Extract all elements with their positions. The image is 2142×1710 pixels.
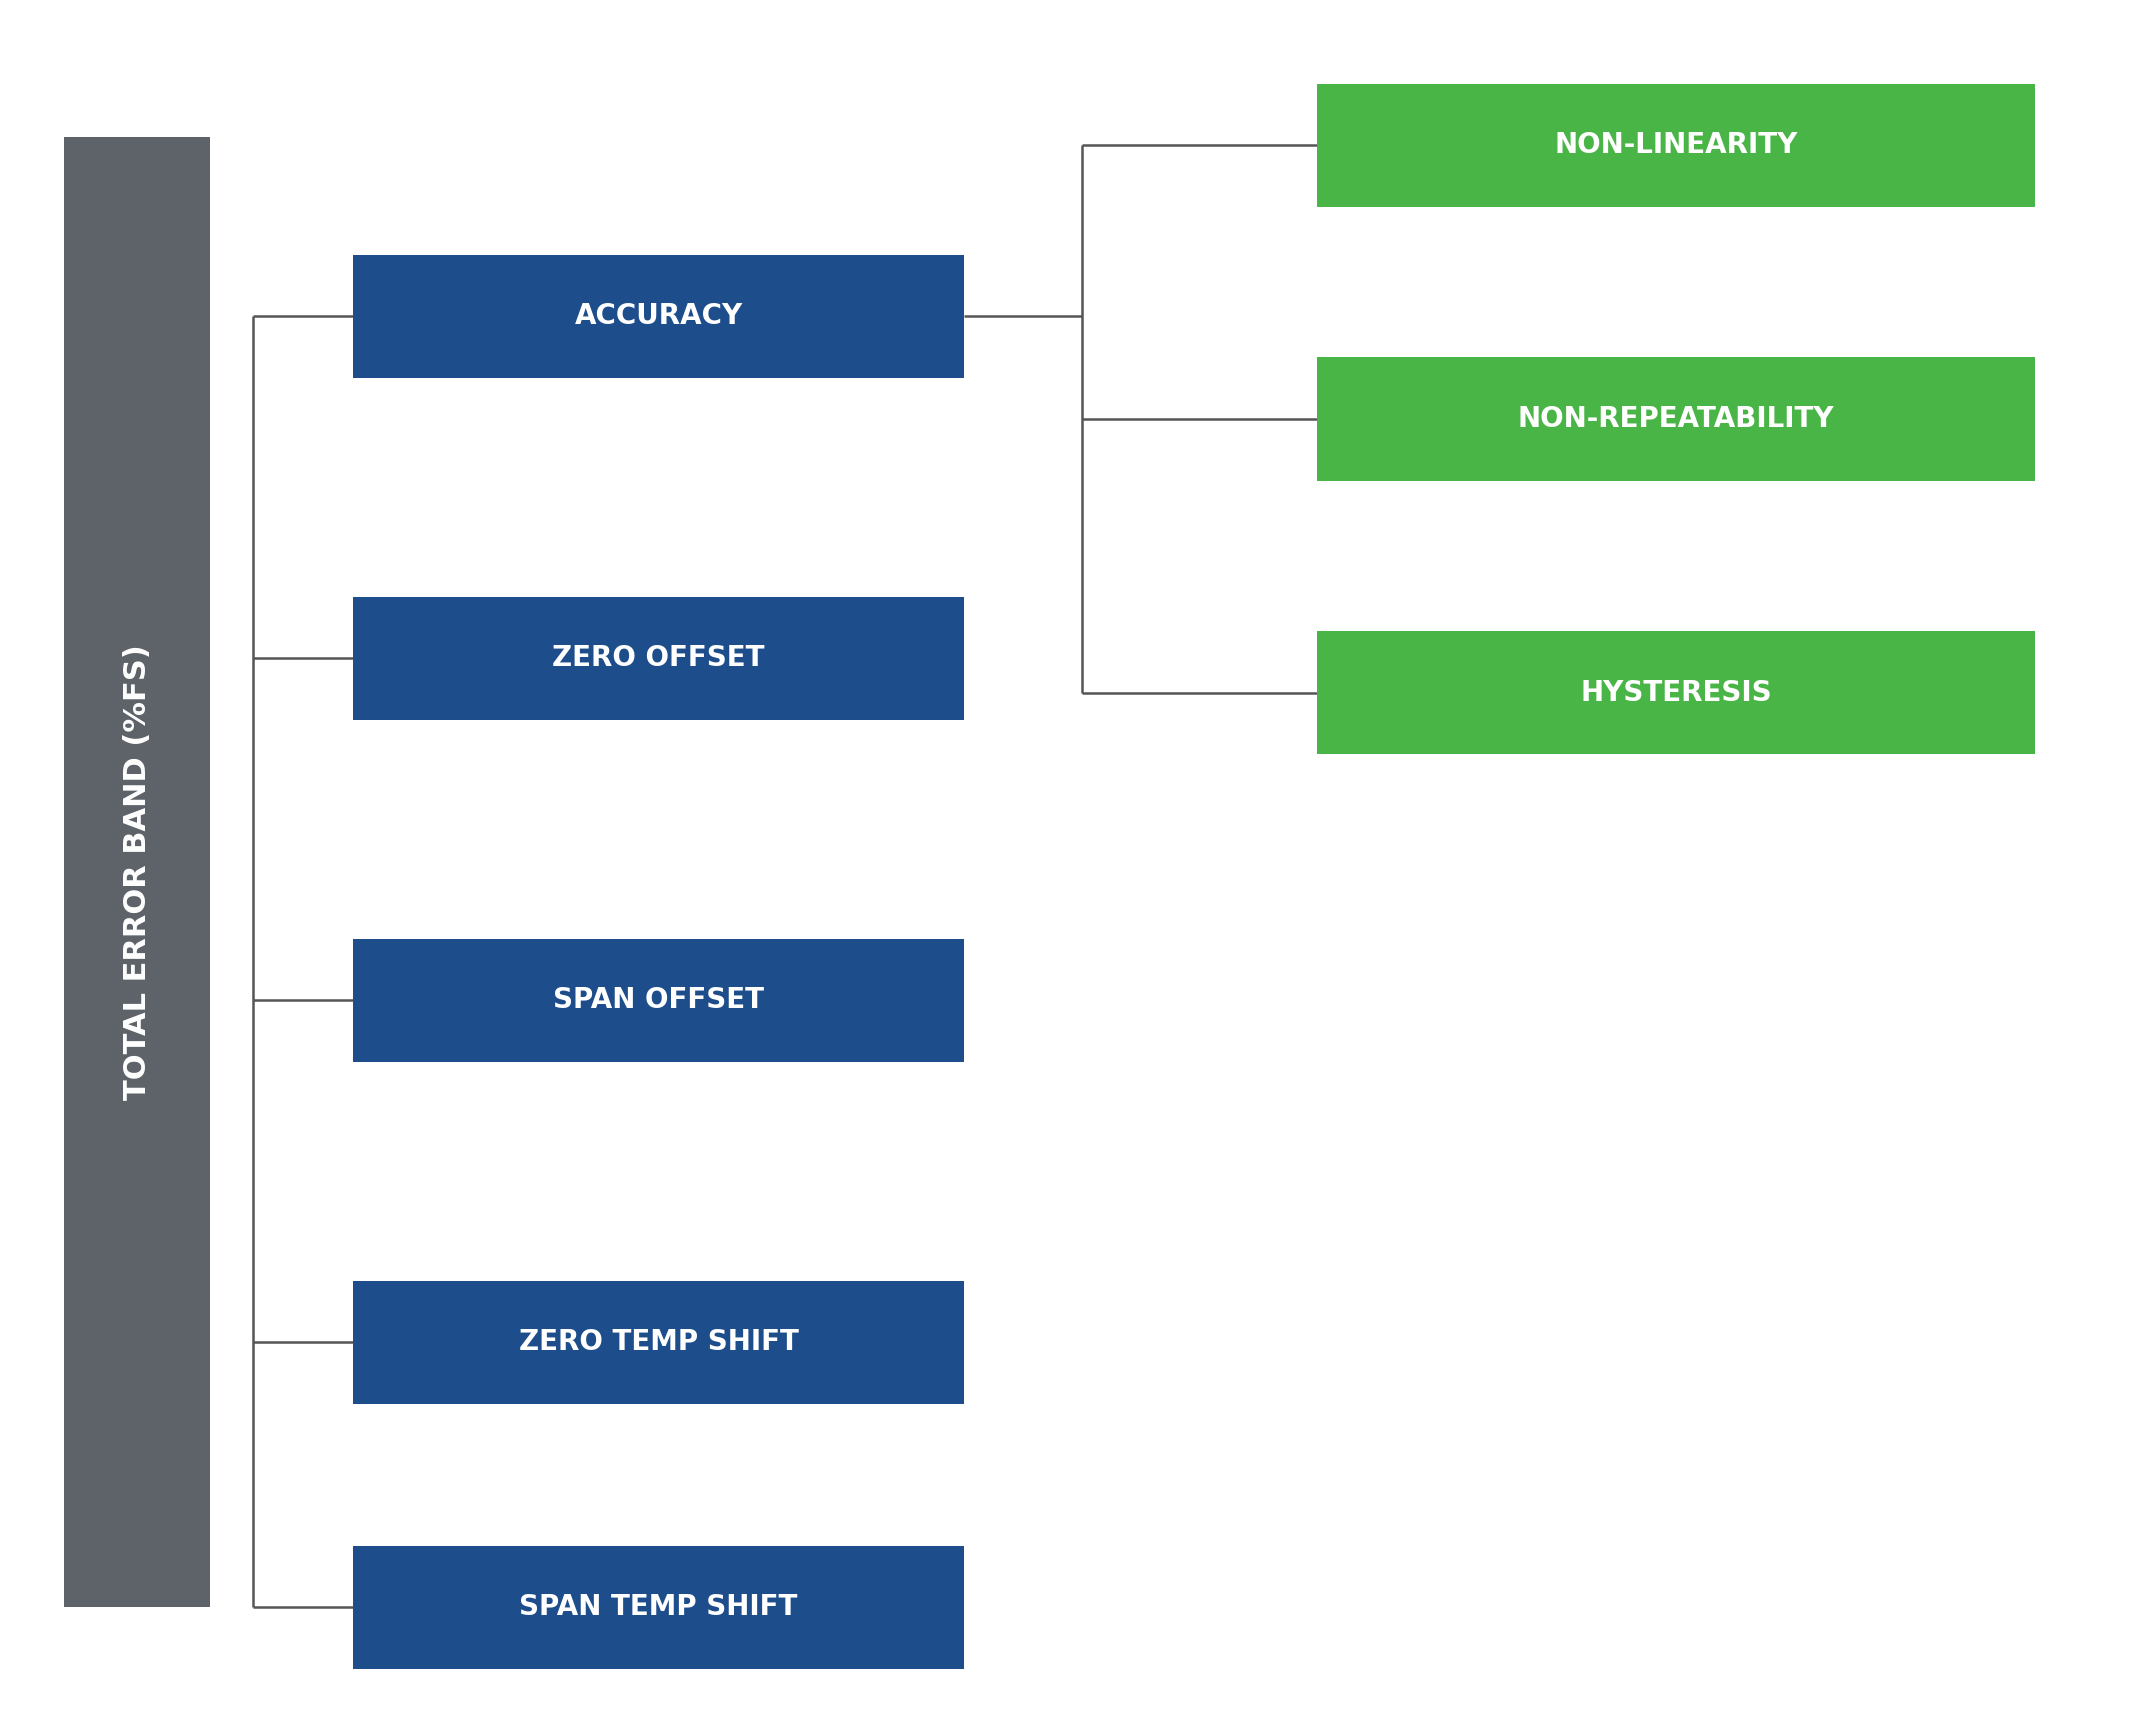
Text: NON-LINEARITY: NON-LINEARITY	[1555, 132, 1797, 159]
FancyBboxPatch shape	[1317, 357, 2035, 481]
FancyBboxPatch shape	[1317, 84, 2035, 207]
Text: HYSTERESIS: HYSTERESIS	[1581, 679, 1771, 706]
FancyBboxPatch shape	[353, 255, 964, 378]
Text: SPAN OFFSET: SPAN OFFSET	[553, 987, 765, 1014]
Text: NON-REPEATABILITY: NON-REPEATABILITY	[1519, 405, 1834, 433]
FancyBboxPatch shape	[1317, 631, 2035, 754]
FancyBboxPatch shape	[64, 137, 210, 1607]
FancyBboxPatch shape	[353, 1546, 964, 1669]
FancyBboxPatch shape	[353, 939, 964, 1062]
FancyBboxPatch shape	[353, 1281, 964, 1404]
Text: SPAN TEMP SHIFT: SPAN TEMP SHIFT	[521, 1594, 797, 1621]
Text: ZERO OFFSET: ZERO OFFSET	[553, 645, 765, 672]
Text: TOTAL ERROR BAND (%FS): TOTAL ERROR BAND (%FS)	[122, 645, 152, 1100]
Text: ZERO TEMP SHIFT: ZERO TEMP SHIFT	[518, 1329, 799, 1356]
FancyBboxPatch shape	[353, 597, 964, 720]
Text: ACCURACY: ACCURACY	[574, 303, 743, 330]
